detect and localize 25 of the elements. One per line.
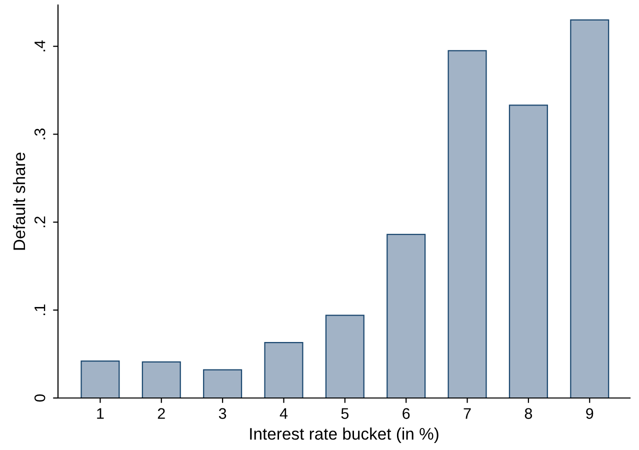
y-tick-label: 0 xyxy=(34,394,46,402)
y-tick-label: .1 xyxy=(34,304,46,316)
x-tick-label: 6 xyxy=(402,408,410,419)
y-axis-title: Default share xyxy=(12,152,26,250)
bar xyxy=(448,50,487,398)
x-tick-label: 3 xyxy=(218,408,226,419)
y-tick-label: .4 xyxy=(34,40,46,52)
bar xyxy=(264,342,304,398)
bar xyxy=(386,234,426,398)
x-tick-label: 2 xyxy=(158,408,165,419)
x-tick-label: 7 xyxy=(464,408,471,419)
bar xyxy=(142,361,181,398)
bar xyxy=(325,314,364,398)
y-tick-label: .2 xyxy=(34,216,46,228)
x-tick-label: 1 xyxy=(97,408,104,419)
x-tick-label: 9 xyxy=(586,408,594,419)
bar xyxy=(508,104,548,398)
y-tick-label: .3 xyxy=(34,128,46,140)
bar xyxy=(570,19,610,398)
x-tick-label: 4 xyxy=(280,408,288,419)
x-tick-label: 8 xyxy=(524,408,532,419)
x-tick-label: 5 xyxy=(341,408,349,419)
bar xyxy=(203,369,242,398)
x-axis-title: Interest rate bucket (in %) xyxy=(250,428,438,444)
bar xyxy=(80,360,120,398)
